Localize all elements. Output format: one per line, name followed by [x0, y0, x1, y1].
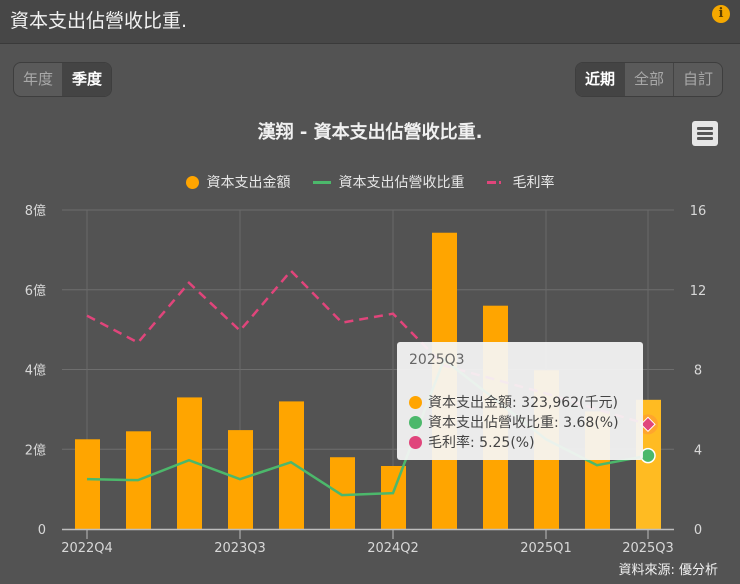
range-custom-button[interactable]: 自訂: [673, 63, 722, 96]
circle-marker-icon: [409, 395, 422, 409]
x-axis-label: 2025Q1: [520, 541, 572, 556]
bar: [381, 465, 406, 529]
tooltip-row-capex-ratio: 資本支出佔營收比重: 3.68(%): [409, 412, 619, 432]
bar: [330, 457, 355, 529]
legend-item-capex[interactable]: 資本支出金額: [185, 172, 291, 192]
legend-item-gross-margin[interactable]: 毛利率: [486, 172, 555, 192]
x-axis-label: 2024Q2: [367, 541, 419, 556]
x-axis-label: 2023Q3: [214, 541, 266, 556]
y-axis-right-label: 16: [690, 204, 707, 219]
gross-margin-marker: [640, 416, 656, 433]
x-axis-label: 2022Q4: [61, 541, 113, 556]
capex-ratio-marker: [640, 447, 656, 464]
period-toggle: 年度 季度: [13, 62, 113, 97]
chart-tooltip: 2025Q3 資本支出金額: 323,962(千元) 資本支出佔營收比重: 3.…: [397, 342, 643, 460]
y-axis-left-label: 8億: [25, 203, 46, 219]
y-axis-left-label: 6億: [25, 283, 46, 299]
y-axis-right-label: 4: [694, 443, 702, 458]
y-axis-right-label: 0: [694, 523, 702, 538]
y-axis-right-label: 8: [694, 364, 702, 379]
hamburger-menu-icon[interactable]: [692, 121, 718, 146]
range-recent-button[interactable]: 近期: [576, 63, 625, 96]
page-title: 資本支出佔營收比重.: [10, 10, 188, 32]
y-axis-right-label: 12: [690, 284, 707, 299]
tooltip-row-capex: 資本支出金額: 323,962(千元): [409, 392, 618, 412]
bar: [75, 439, 100, 529]
range-toggle: 近期 全部 自訂: [575, 62, 724, 97]
info-icon[interactable]: i: [712, 5, 730, 23]
header-bar: 資本支出佔營收比重. i: [0, 0, 740, 44]
period-quarterly-button[interactable]: 季度: [62, 63, 112, 96]
x-axis-label: 2025Q3: [622, 541, 674, 556]
data-source: 資料來源: 優分析: [618, 563, 718, 578]
tooltip-title: 2025Q3: [409, 352, 465, 368]
legend-item-capex-ratio[interactable]: 資本支出佔營收比重: [312, 172, 465, 192]
circle-marker-icon: [185, 175, 199, 189]
chart-title: 漢翔 - 資本支出佔營收比重.: [257, 122, 483, 143]
period-annual-button[interactable]: 年度: [23, 70, 54, 88]
gross-margin-line: [86, 268, 649, 426]
y-axis-left-label: 2億: [25, 442, 46, 458]
dash-marker-icon: [486, 180, 505, 184]
y-axis-left-label: 0: [38, 523, 46, 538]
range-all-button[interactable]: 全部: [624, 63, 673, 96]
circle-marker-icon: [409, 415, 422, 429]
line-marker-icon: [312, 180, 331, 184]
circle-marker-icon: [409, 435, 422, 449]
tooltip-row-gross-margin: 毛利率: 5.25(%): [409, 432, 535, 452]
chart-legend: 資本支出金額 資本支出佔營收比重 毛利率: [0, 172, 740, 192]
y-axis-left-label: 4億: [25, 363, 46, 379]
